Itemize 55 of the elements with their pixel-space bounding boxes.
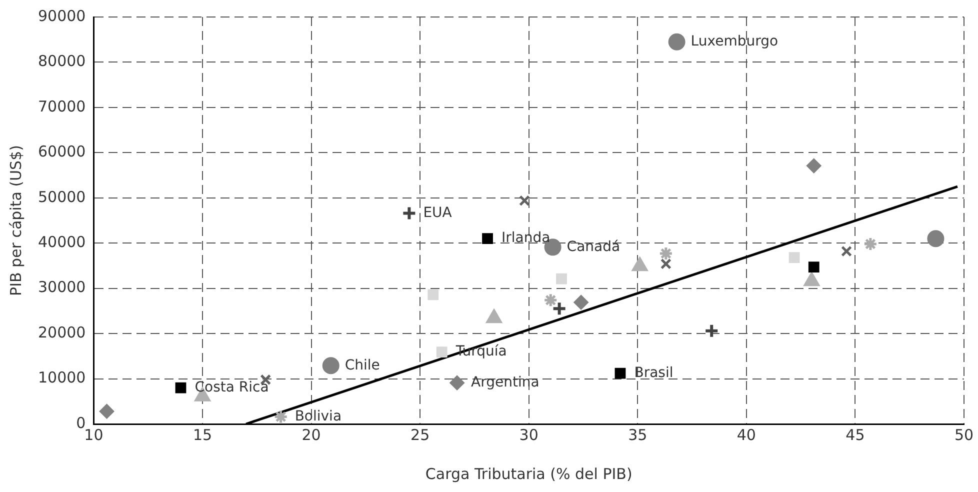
- point: [660, 258, 672, 270]
- point: [574, 294, 589, 310]
- point: [788, 252, 800, 264]
- y-tick-label: 90000: [38, 6, 86, 25]
- annotation: Irlanda: [502, 230, 550, 246]
- point: [450, 375, 465, 390]
- y-tick-label: 40000: [38, 233, 86, 251]
- point: [519, 195, 530, 206]
- point: [841, 246, 852, 257]
- x-tick-label: 25: [410, 426, 430, 444]
- point: [808, 262, 820, 273]
- point: [668, 33, 686, 50]
- point: [552, 301, 567, 316]
- y-tick-label: 30000: [38, 278, 86, 296]
- y-tick-label: 50000: [38, 188, 86, 206]
- annotation: Bolivia: [294, 408, 342, 424]
- x-tick-label: 50: [954, 426, 974, 444]
- point: [863, 236, 878, 252]
- annotation: Argentina: [471, 374, 540, 390]
- point: [322, 357, 340, 374]
- point: [658, 246, 674, 261]
- x-tick-label: 45: [846, 426, 865, 444]
- y-tick-label: 10000: [38, 368, 86, 387]
- x-tick-label: 40: [736, 426, 756, 444]
- y-tick-label: 80000: [38, 52, 86, 70]
- annotation: Luxemburgo: [690, 34, 778, 50]
- point: [175, 382, 186, 394]
- x-tick-label: 30: [519, 426, 538, 444]
- annotation: Costa Rica: [194, 379, 269, 396]
- point: [556, 273, 567, 284]
- point: [543, 292, 558, 308]
- y-tick-label: 70000: [38, 97, 86, 116]
- x-tick-label: 20: [302, 426, 321, 444]
- point: [428, 289, 439, 300]
- annotation: Brasil: [634, 364, 674, 381]
- annotation: Canadá: [566, 238, 620, 255]
- point: [806, 158, 822, 174]
- point: [99, 404, 114, 419]
- point: [614, 368, 626, 379]
- point: [436, 346, 448, 358]
- y-tick-label: 60000: [38, 142, 86, 161]
- point: [704, 323, 720, 338]
- x-axis-title: Carga Tributaria (% del PIB): [425, 464, 632, 483]
- point: [482, 233, 493, 244]
- point: [402, 206, 417, 221]
- point: [274, 410, 288, 424]
- y-tick-label: 20000: [38, 323, 86, 342]
- annotation: Chile: [344, 357, 380, 374]
- y-tick-label: 0: [76, 414, 86, 432]
- x-tick-label: 15: [192, 426, 212, 444]
- x-tick-label: 10: [84, 426, 104, 444]
- annotation: EUA: [423, 204, 452, 221]
- y-axis-title: PIB per cápita (US$): [6, 145, 25, 296]
- point: [927, 230, 944, 248]
- x-tick-label: 35: [628, 426, 648, 444]
